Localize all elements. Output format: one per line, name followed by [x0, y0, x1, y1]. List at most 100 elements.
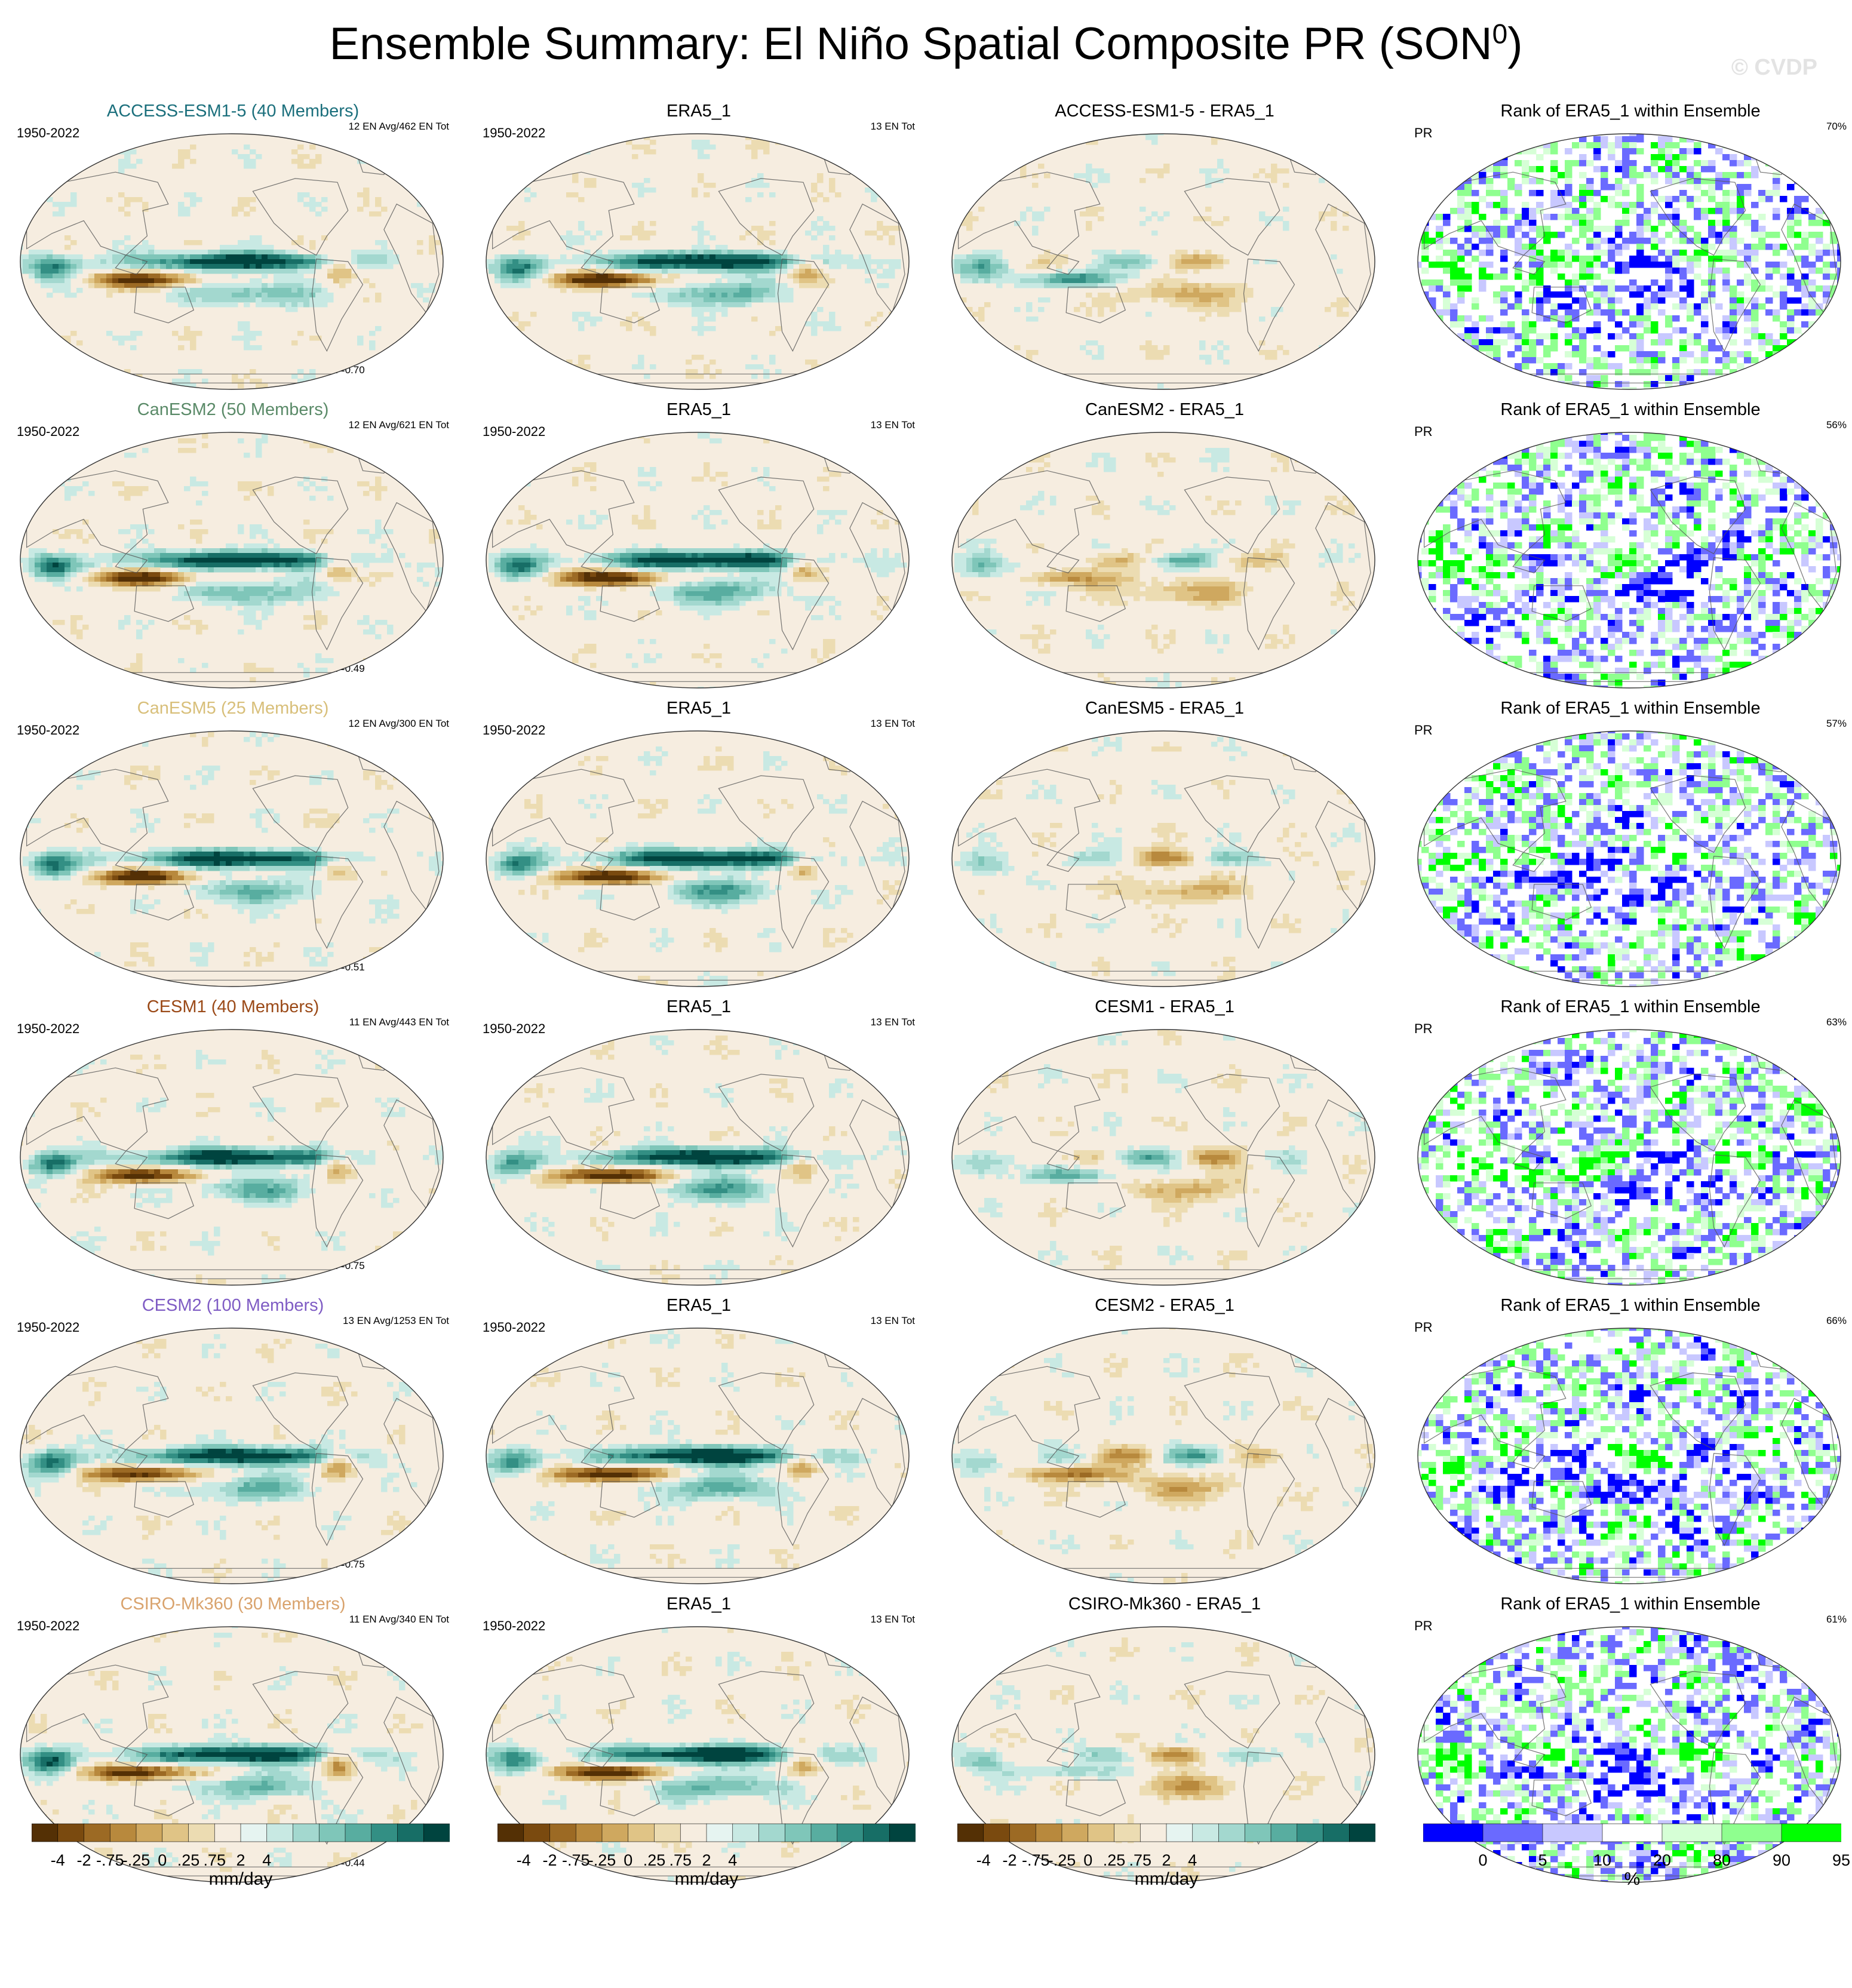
field-cell	[1157, 134, 1164, 136]
field-cell	[53, 577, 59, 582]
field-cell	[1337, 548, 1343, 554]
field-cell	[715, 563, 722, 568]
field-cell	[59, 572, 65, 577]
field-cell	[1529, 220, 1537, 226]
field-cell	[668, 259, 674, 265]
field-cell	[1038, 467, 1045, 472]
field-cell	[1572, 333, 1580, 340]
field-cell	[1758, 196, 1766, 202]
field-cell	[1026, 283, 1033, 288]
field-cell	[303, 582, 310, 587]
field-cell	[1816, 309, 1823, 316]
field-cell	[1175, 269, 1182, 274]
field-cell	[100, 274, 107, 279]
field-cell	[1615, 309, 1623, 316]
field-cell	[1337, 302, 1343, 308]
field-cell	[769, 274, 776, 279]
field-cell	[1608, 279, 1615, 286]
field-cell	[82, 567, 89, 573]
field-cell	[1515, 184, 1522, 190]
field-cell	[363, 188, 370, 193]
field-cell	[1601, 226, 1608, 232]
field-cell	[1098, 254, 1104, 260]
field-cell	[154, 553, 161, 558]
field-cell	[1758, 214, 1766, 220]
field-cell	[70, 615, 77, 620]
field-cell	[560, 582, 567, 587]
field-cell	[1008, 269, 1015, 274]
field-cell	[208, 548, 214, 554]
map-border	[20, 133, 444, 390]
field-cell	[220, 601, 226, 606]
field-cell	[256, 302, 262, 308]
field-cell	[1205, 178, 1212, 183]
field-cell	[1593, 274, 1601, 280]
field-cell	[1205, 457, 1212, 463]
field-cell	[817, 283, 824, 288]
field-cell	[590, 610, 597, 616]
field-cell	[715, 601, 722, 606]
field-cell	[495, 278, 501, 284]
field-cell	[1457, 274, 1465, 280]
field-cell	[524, 515, 531, 520]
field-cell	[650, 467, 656, 472]
field-cell	[190, 448, 196, 453]
field-cell	[100, 567, 107, 573]
field-cell	[1636, 309, 1644, 316]
field-cell	[1464, 327, 1472, 334]
field-cell	[1665, 333, 1673, 340]
field-cell	[626, 254, 632, 260]
field-cell	[745, 264, 752, 269]
field-cell	[662, 288, 668, 293]
field-cell	[76, 288, 83, 293]
field-cell	[1421, 268, 1429, 274]
field-cell	[1217, 288, 1224, 293]
field-cell	[662, 586, 668, 592]
field-cell	[1787, 309, 1795, 316]
field-cell	[226, 293, 232, 298]
field-cell	[1565, 208, 1572, 214]
field-cell	[381, 529, 388, 534]
field-cell	[686, 297, 692, 303]
field-cell	[196, 563, 202, 568]
field-cell	[823, 558, 830, 563]
coastline	[1781, 203, 1837, 314]
field-cell	[1730, 303, 1737, 310]
field-cell	[1271, 355, 1277, 360]
field-cell	[739, 297, 746, 303]
field-cell	[757, 183, 764, 188]
field-cell	[291, 259, 298, 265]
field-cell	[620, 254, 626, 260]
field-cell	[1773, 178, 1780, 185]
field-cell	[303, 164, 310, 169]
field-cell	[423, 615, 429, 620]
field-cell	[1479, 250, 1486, 256]
field-cell	[1586, 220, 1594, 226]
field-cell	[889, 226, 895, 231]
field-cell	[1038, 274, 1045, 279]
field-cell	[757, 192, 764, 198]
field-cell	[244, 496, 250, 501]
field-cell	[1529, 274, 1537, 280]
field-cell	[1629, 387, 1637, 389]
field-cell	[727, 302, 734, 308]
field-cell	[638, 321, 644, 327]
field-cell	[530, 259, 537, 265]
field-cell	[524, 558, 531, 563]
field-cell	[984, 548, 991, 554]
field-cell	[1608, 268, 1615, 274]
field-cell	[250, 197, 256, 202]
field-cell	[244, 596, 250, 601]
field-cell	[1658, 250, 1666, 256]
field-cell	[560, 278, 567, 284]
field-cell	[721, 586, 728, 592]
field-cell	[1457, 279, 1465, 286]
field-cell	[656, 297, 662, 303]
field-cell	[1679, 238, 1687, 244]
field-cell	[704, 610, 710, 616]
field-cell	[578, 321, 585, 327]
field-cell	[530, 192, 537, 198]
field-cell	[1283, 183, 1289, 188]
field-cell	[94, 577, 101, 582]
field-cell	[829, 610, 836, 616]
